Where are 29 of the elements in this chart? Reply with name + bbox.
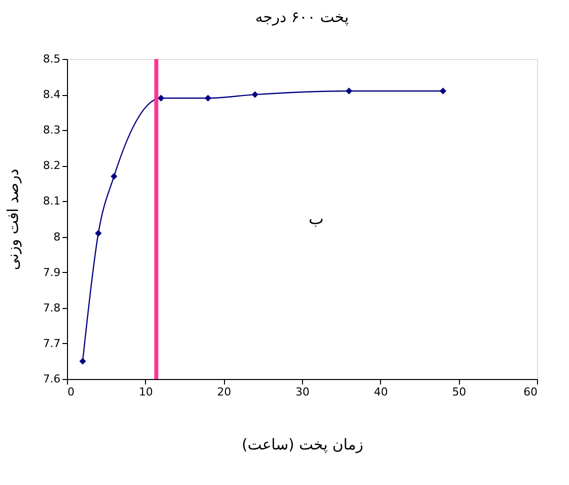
- point: [440, 88, 446, 94]
- y-axis-title: درصد افت وزنی: [4, 168, 22, 270]
- y-tick-label: 7.9: [43, 266, 60, 279]
- x-tick-label: 40: [374, 386, 388, 398]
- x-tick-label: 50: [452, 386, 466, 398]
- x-tick-label: 10: [138, 386, 153, 398]
- annotation: ب: [308, 209, 324, 228]
- y-tick-label: 8.1: [43, 194, 60, 208]
- x-tick-label: 20: [217, 386, 232, 398]
- x-tick-label: 0: [68, 386, 74, 398]
- point: [158, 94, 164, 102]
- x-tick-label: 60: [524, 386, 538, 398]
- y-tick-label: 8.4: [43, 88, 60, 102]
- chart-title: پخت ۶۰۰ درجه: [255, 8, 349, 26]
- point: [346, 88, 352, 94]
- point: [204, 94, 212, 102]
- y-tick-label: 8: [54, 230, 60, 244]
- point: [252, 91, 258, 98]
- y-tick-label: 7.8: [43, 301, 60, 314]
- y-tick-label: 8.5: [43, 52, 60, 66]
- x-tick-label: 30: [296, 386, 310, 398]
- y-tick-label: 7.6: [43, 372, 60, 386]
- point: [79, 358, 86, 365]
- y-tick-label: 7.7: [43, 336, 60, 350]
- y-tick-label: 8.2: [43, 159, 60, 172]
- point: [94, 230, 102, 237]
- x-axis-title: زمان پخت (ساعت): [242, 436, 364, 454]
- point: [110, 172, 118, 180]
- y-tick-label: 8.3: [43, 124, 60, 137]
